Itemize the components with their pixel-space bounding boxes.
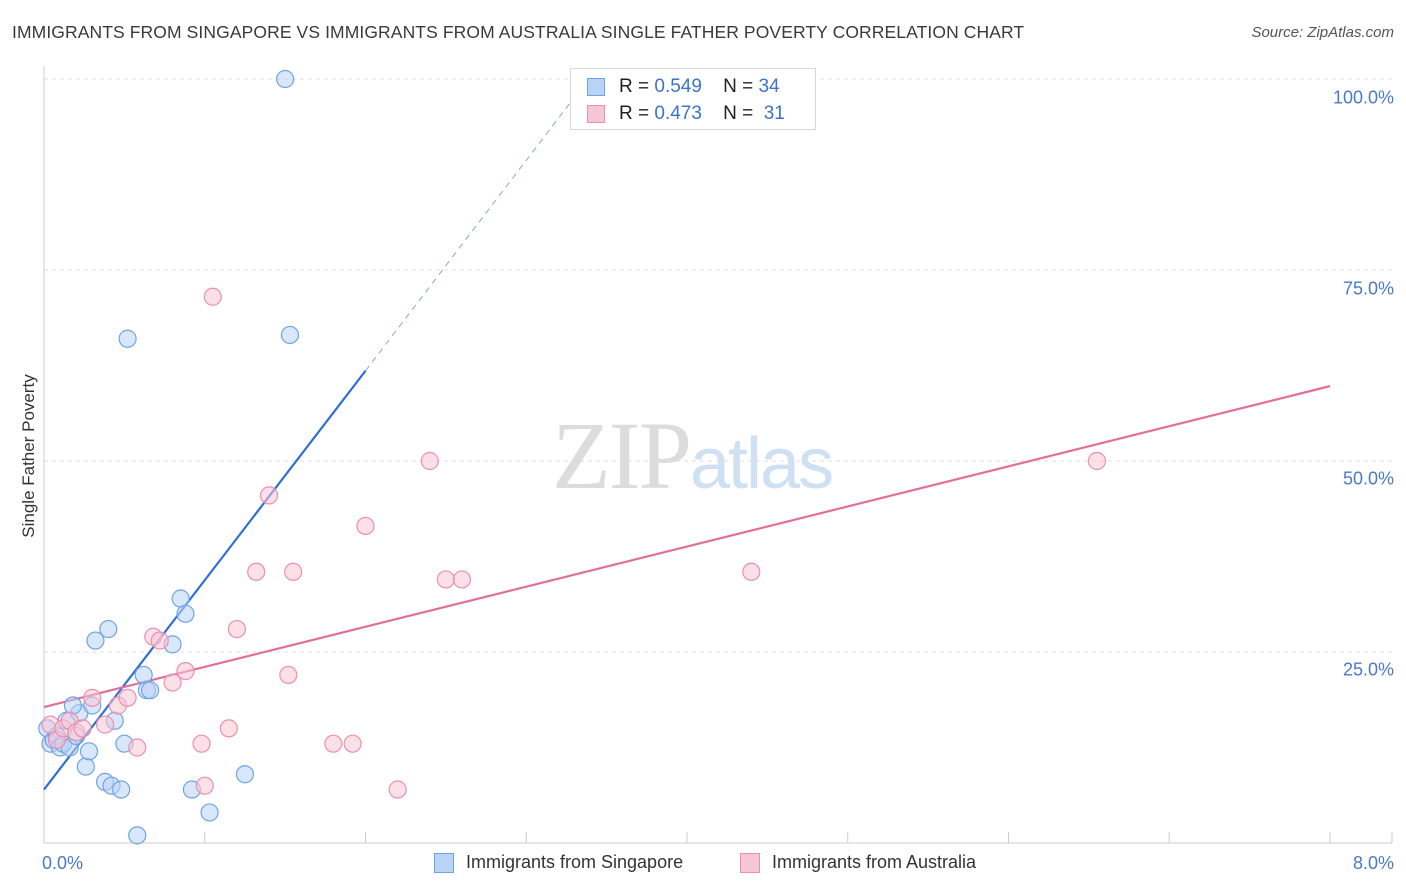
legend-swatch-australia [587, 105, 605, 123]
bottom-legend-label-singapore: Immigrants from Singapore [466, 852, 684, 872]
data-point-series-1-22 [279, 665, 298, 685]
data-point-series-0-31 [276, 69, 295, 89]
watermark-atlas: atlas [690, 424, 834, 504]
data-point-series-1-5 [73, 719, 92, 738]
legend-r-label: R = [619, 103, 650, 124]
y-tick-label-50: 50.0% [1342, 468, 1394, 489]
trend-lines [43, 86, 1331, 791]
data-point-series-1-14 [176, 661, 195, 681]
data-point-series-0-21 [128, 826, 147, 845]
legend-row-australia: R = 0.473 N = 31 [587, 103, 785, 125]
y-tick-label-25: 25.0% [1342, 659, 1394, 680]
data-point-series-1-6 [83, 688, 102, 707]
data-point-series-0-10 [76, 757, 95, 776]
data-point-series-0-15 [99, 619, 118, 639]
x-tick-label-min: 0.0% [42, 853, 84, 873]
data-point-series-0-30 [235, 765, 255, 784]
watermark: ZIPatlas [552, 400, 834, 511]
legend-n-label: N = [723, 76, 754, 97]
data-point-series-0-32 [280, 325, 300, 345]
data-point-series-1-30 [452, 570, 472, 589]
data-point-series-1-31 [742, 562, 761, 581]
data-point-series-1-15 [192, 734, 211, 753]
axes [43, 66, 1393, 844]
y-tick-label-75: 75.0% [1342, 278, 1394, 299]
data-point-series-0-13 [86, 631, 105, 650]
bottom-legend-swatch-singapore [434, 852, 454, 873]
data-point-series-1-16 [195, 776, 214, 795]
data-point-series-1-17 [203, 287, 222, 306]
data-point-series-0-24 [140, 681, 160, 700]
legend-row-singapore: R = 0.549 N = 34 [587, 76, 780, 98]
data-point-series-1-19 [227, 619, 246, 639]
legend-swatch-singapore [587, 78, 605, 96]
data-point-series-0-20 [118, 329, 137, 348]
legend-r-label: R = [619, 76, 650, 97]
y-tick-label-100: 100.0% [1332, 87, 1394, 108]
data-point-series-1-23 [284, 562, 303, 581]
data-point-series-1-29 [436, 570, 455, 589]
x-tick-label-max: 8.0% [1352, 853, 1394, 873]
data-point-series-1-32 [1087, 451, 1107, 471]
correlation-legend: R = 0.549 N = 34 R = 0.473 N = 31 [570, 68, 816, 130]
watermark-zip: ZIP [552, 402, 692, 509]
data-point-series-1-25 [343, 734, 362, 753]
chart-title: IMMIGRANTS FROM SINGAPORE VS IMMIGRANTS … [12, 22, 1025, 42]
trend-line-series-0 [43, 370, 367, 791]
bottom-legend-swatch-australia [740, 852, 760, 873]
data-point-series-0-29 [200, 803, 219, 822]
data-point-series-0-22 [134, 665, 153, 685]
data-point-series-1-24 [324, 734, 343, 753]
legend-n-value-singapore: 34 [758, 76, 780, 97]
gridlines [44, 78, 1392, 653]
data-point-series-0-26 [171, 589, 190, 608]
data-point-series-1-10 [128, 738, 147, 757]
bottom-legend-label-australia: Immigrants from Australia [772, 852, 977, 872]
bottom-legend-singapore: Immigrants from Singapore [434, 852, 683, 873]
data-point-series-0-27 [176, 604, 195, 623]
data-point-series-1-26 [356, 516, 375, 536]
data-point-series-1-13 [163, 673, 182, 692]
data-point-series-1-27 [388, 780, 407, 799]
data-point-series-1-28 [420, 451, 439, 471]
trend-line-series-1 [43, 385, 1331, 709]
bottom-legend-australia: Immigrants from Australia [740, 852, 976, 873]
data-point-series-1-18 [219, 719, 238, 738]
data-point-series-1-9 [118, 688, 137, 707]
legend-r-value-singapore: 0.549 [654, 76, 702, 97]
data-point-series-1-7 [95, 715, 115, 734]
legend-r-value-australia: 0.473 [654, 103, 702, 124]
legend-n-label: N = [723, 103, 754, 124]
data-point-series-0-18 [112, 780, 131, 799]
chart-source: Source: ZipAtlas.com [1251, 24, 1394, 41]
data-point-series-1-21 [259, 486, 279, 505]
trend-line-extension-series-0 [365, 86, 583, 372]
data-point-series-1-20 [247, 562, 266, 581]
data-point-series-0-11 [79, 742, 99, 761]
legend-n-value-australia: 31 [763, 103, 785, 124]
data-point-series-0-33 [63, 696, 83, 715]
data-points [38, 69, 1107, 845]
data-point-series-1-12 [150, 631, 169, 650]
y-axis-label: Single Father Poverty [19, 374, 38, 538]
